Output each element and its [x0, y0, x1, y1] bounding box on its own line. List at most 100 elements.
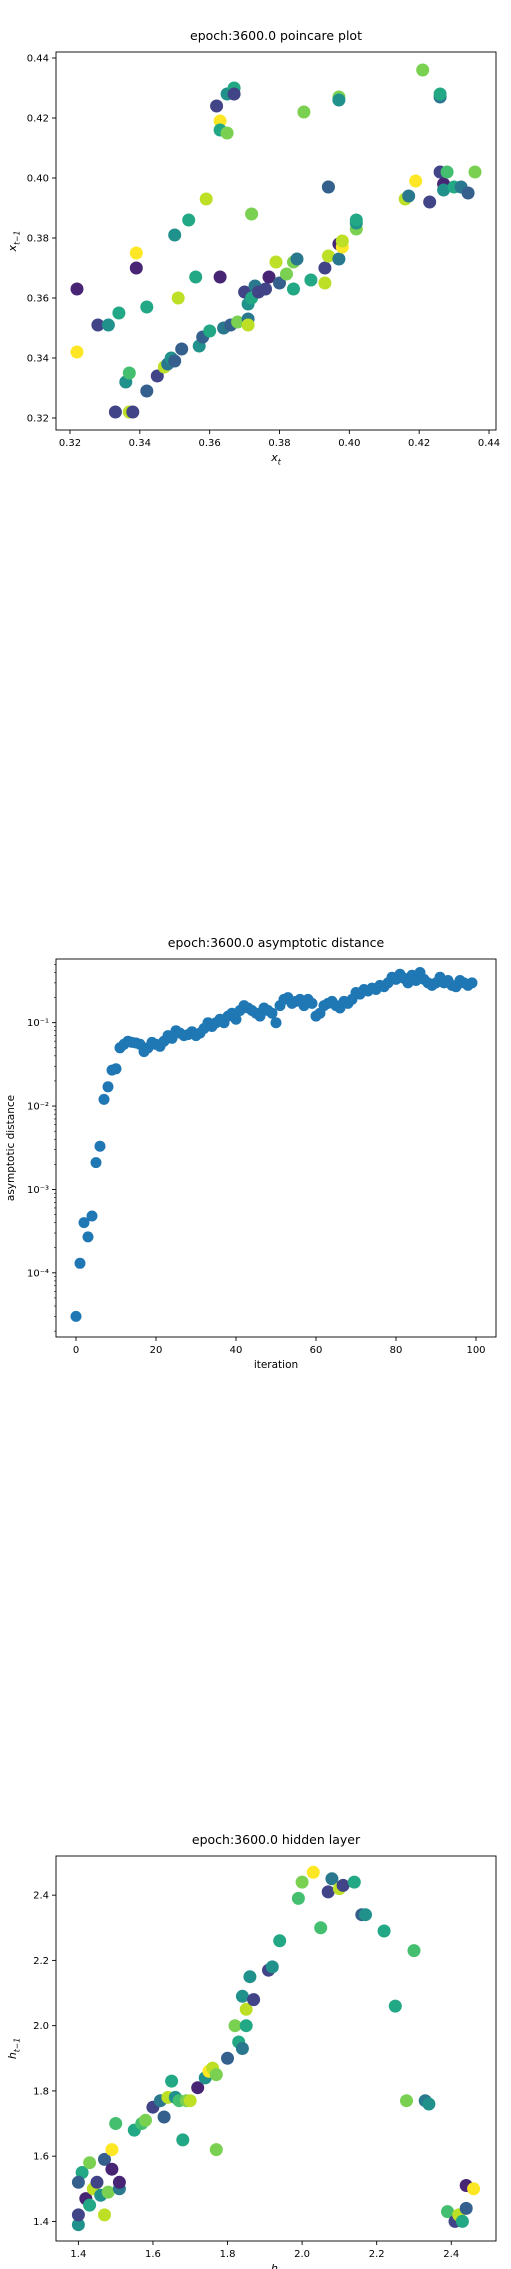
y-tick-label: 10⁻² [27, 1102, 49, 1113]
data-point [98, 2208, 111, 2222]
data-point [349, 213, 363, 227]
data-point [139, 2113, 152, 2127]
plot-frame [55, 958, 497, 1338]
data-point [101, 2185, 115, 2199]
y-axis-label: asymptotic distance [5, 1095, 17, 1201]
data-point [423, 195, 437, 209]
data-point [266, 1007, 278, 1019]
data-point [74, 1257, 86, 1269]
x-axis-label: xt [270, 451, 282, 466]
data-point [314, 1921, 328, 1935]
data-point [109, 2117, 123, 2130]
x-tick-label: 0.42 [408, 438, 430, 449]
data-point [306, 997, 318, 1009]
data-point [105, 2162, 119, 2176]
data-point [221, 2051, 234, 2065]
x-tick-label: 0.34 [129, 438, 151, 449]
data-point [101, 318, 115, 332]
data-point [400, 2094, 413, 2108]
x-tick-label: 2.4 [443, 2249, 459, 2260]
data-point [82, 1231, 94, 1243]
data-point [126, 405, 140, 419]
data-point [325, 1872, 339, 1886]
data-point [90, 1157, 102, 1169]
y-tick-label: 1.6 [33, 2152, 49, 2163]
data-point [239, 2002, 253, 2016]
data-point [108, 405, 122, 419]
data-point [209, 2143, 223, 2157]
data-point [347, 1875, 361, 1889]
data-point [295, 1875, 309, 1889]
data-point [165, 2074, 179, 2088]
y-tick-label: 0.32 [27, 414, 49, 425]
y-tick-label: 1.8 [33, 2086, 49, 2097]
data-point [183, 2094, 197, 2108]
data-point [235, 2042, 249, 2055]
data-point [273, 276, 286, 290]
data-point [262, 270, 276, 284]
data-point [220, 126, 234, 140]
y-axis-label: xt−1 [6, 231, 21, 253]
y-tick-label: 0.40 [27, 174, 49, 185]
data-point [455, 2214, 469, 2228]
x-tick-label: 0 [73, 1345, 79, 1356]
data-point [235, 1989, 249, 2003]
data-point [422, 2097, 436, 2111]
data-point [70, 345, 84, 359]
data-point [287, 282, 300, 296]
data-point [105, 2143, 119, 2157]
data-point [461, 186, 475, 200]
x-tick-label: 0.32 [59, 438, 81, 449]
data-point [83, 2198, 97, 2212]
data-point [388, 1999, 402, 2013]
data-point [98, 2152, 111, 2166]
data-point [71, 2218, 85, 2232]
x-tick-label: 2.2 [369, 2249, 385, 2260]
data-point [203, 324, 217, 338]
data-point [437, 183, 451, 197]
data-point [112, 2175, 126, 2189]
data-point [78, 1217, 90, 1229]
data-point [466, 977, 478, 989]
data-point [213, 114, 227, 128]
data-point [321, 249, 335, 263]
data-point [416, 63, 430, 77]
data-point [182, 213, 196, 227]
x-tick-label: 2.0 [294, 2249, 310, 2260]
x-axis-label: iteration [254, 1359, 298, 1371]
data-point [129, 246, 143, 260]
x-tick-label: 80 [390, 1345, 403, 1356]
data-point [157, 2110, 171, 2124]
data-point [290, 252, 304, 266]
y-tick-label: 2.2 [33, 1956, 49, 1967]
data-point [210, 99, 224, 113]
chart-title: epoch:3600.0 poincare plot [190, 28, 362, 43]
data-point [213, 270, 227, 284]
data-point [94, 1140, 106, 1152]
data-point [110, 1063, 122, 1075]
y-tick-label: 2.4 [33, 1891, 49, 1902]
data-point [459, 2201, 473, 2215]
data-point [377, 1924, 391, 1938]
data-point [175, 342, 189, 356]
data-point [228, 2019, 242, 2033]
data-point [306, 1865, 320, 1879]
data-point [239, 2019, 253, 2033]
data-point [168, 228, 182, 242]
x-tick-label: 0.40 [338, 438, 360, 449]
data-point [332, 93, 346, 107]
data-point [227, 87, 241, 101]
data-point [90, 2175, 104, 2189]
x-tick-label: 20 [150, 1345, 163, 1356]
data-point [140, 384, 154, 398]
data-point [359, 1908, 372, 1922]
x-axis-label: ht [271, 2262, 282, 2269]
data-point [332, 252, 346, 266]
data-point [176, 2133, 190, 2147]
x-tick-label: 0.44 [478, 438, 500, 449]
data-point [112, 306, 126, 320]
y-tick-label: 0.38 [27, 234, 49, 245]
data-point [241, 318, 255, 332]
y-tick-label: 0.42 [27, 114, 49, 125]
